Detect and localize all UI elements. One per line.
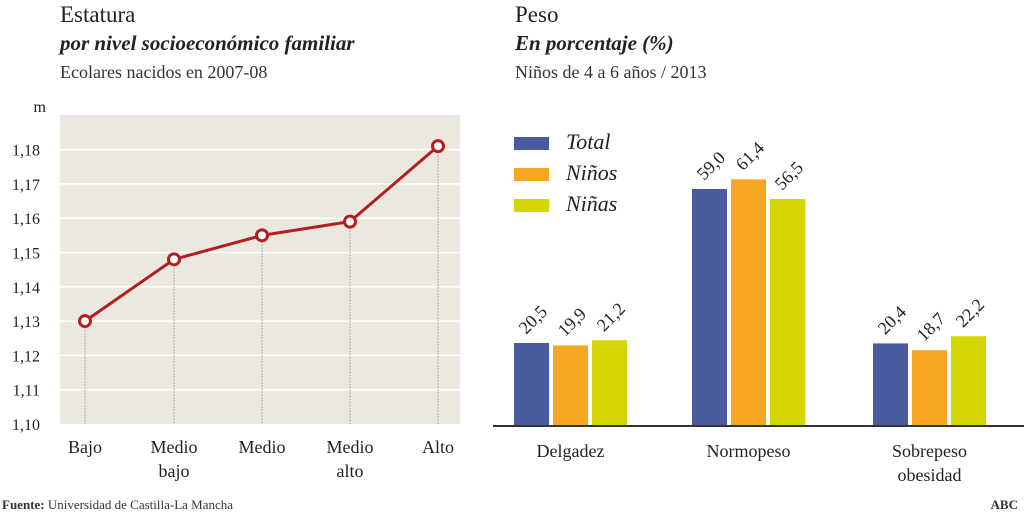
bar <box>731 179 766 425</box>
data-label: 61,4 <box>732 138 768 174</box>
source-text: Universidad de Castilla-La Mancha <box>47 497 234 512</box>
source: Fuente: Universidad de Castilla-La Manch… <box>2 497 233 513</box>
y-tick-label: 1,14 <box>12 280 40 297</box>
legend-label: Niños <box>565 160 617 185</box>
bar <box>553 345 588 425</box>
x-tick-label: Normopeso <box>707 441 791 461</box>
bar <box>873 343 908 425</box>
source-label: Fuente: <box>2 497 45 512</box>
legend-swatch <box>514 199 549 212</box>
height-chart-note: Ecolares nacidos en 2007-08 <box>60 62 268 82</box>
bar <box>692 189 727 425</box>
y-tick-label: 1,17 <box>12 177 40 194</box>
bar <box>770 199 805 425</box>
legend-swatch <box>514 168 549 181</box>
x-tick-label: Delgadez <box>537 441 605 461</box>
plot-area <box>60 115 460 424</box>
data-label: 22,2 <box>952 295 988 331</box>
y-tick-label: 1,18 <box>12 143 40 160</box>
weight-chart-subtitle: En porcentaje (%) <box>515 31 674 55</box>
x-tick-label: alto <box>337 461 364 481</box>
x-tick-label: Medio <box>239 437 286 457</box>
bar <box>912 350 947 425</box>
y-tick-label: 1,16 <box>12 211 40 228</box>
x-tick-label: Medio <box>151 437 198 457</box>
data-point <box>78 314 92 329</box>
y-tick-label: 1,12 <box>12 348 40 365</box>
data-label: 20,4 <box>874 302 910 338</box>
x-tick-label: Alto <box>422 437 454 457</box>
height-chart-title: Estatura <box>60 2 136 27</box>
x-tick-label: Medio <box>327 437 374 457</box>
y-tick-label: 1,11 <box>13 383 40 400</box>
data-label: 21,2 <box>593 299 629 335</box>
x-tick-label: Bajo <box>68 437 102 457</box>
data-point <box>167 252 181 267</box>
weight-chart-title: Peso <box>515 2 559 27</box>
y-tick-label: 1,15 <box>12 246 40 263</box>
bar <box>592 340 627 425</box>
data-label: 20,5 <box>515 301 551 337</box>
data-point <box>431 139 445 154</box>
bar <box>514 343 549 425</box>
data-label: 18,7 <box>913 309 949 345</box>
y-axis-unit: m <box>34 99 47 116</box>
brand-logo: ABC <box>990 497 1018 512</box>
y-tick-label: 1,13 <box>12 314 40 331</box>
data-point <box>255 228 269 243</box>
bar <box>951 336 986 425</box>
legend-label: Niñas <box>565 191 617 216</box>
height-chart-subtitle: por nivel socioeconómico familiar <box>60 31 355 55</box>
data-label: 56,5 <box>771 157 807 193</box>
x-tick-label: obesidad <box>898 465 962 485</box>
x-tick-label: Sobrepeso <box>892 441 967 461</box>
legend-label: Total <box>566 129 610 154</box>
legend-swatch <box>514 137 549 150</box>
data-point <box>343 214 357 229</box>
x-tick-label: bajo <box>159 461 190 481</box>
data-label: 19,9 <box>554 304 590 340</box>
data-label: 59,0 <box>693 147 729 183</box>
weight-chart-note: Niños de 4 a 6 años / 2013 <box>515 62 707 82</box>
y-tick-label: 1,10 <box>12 417 40 434</box>
